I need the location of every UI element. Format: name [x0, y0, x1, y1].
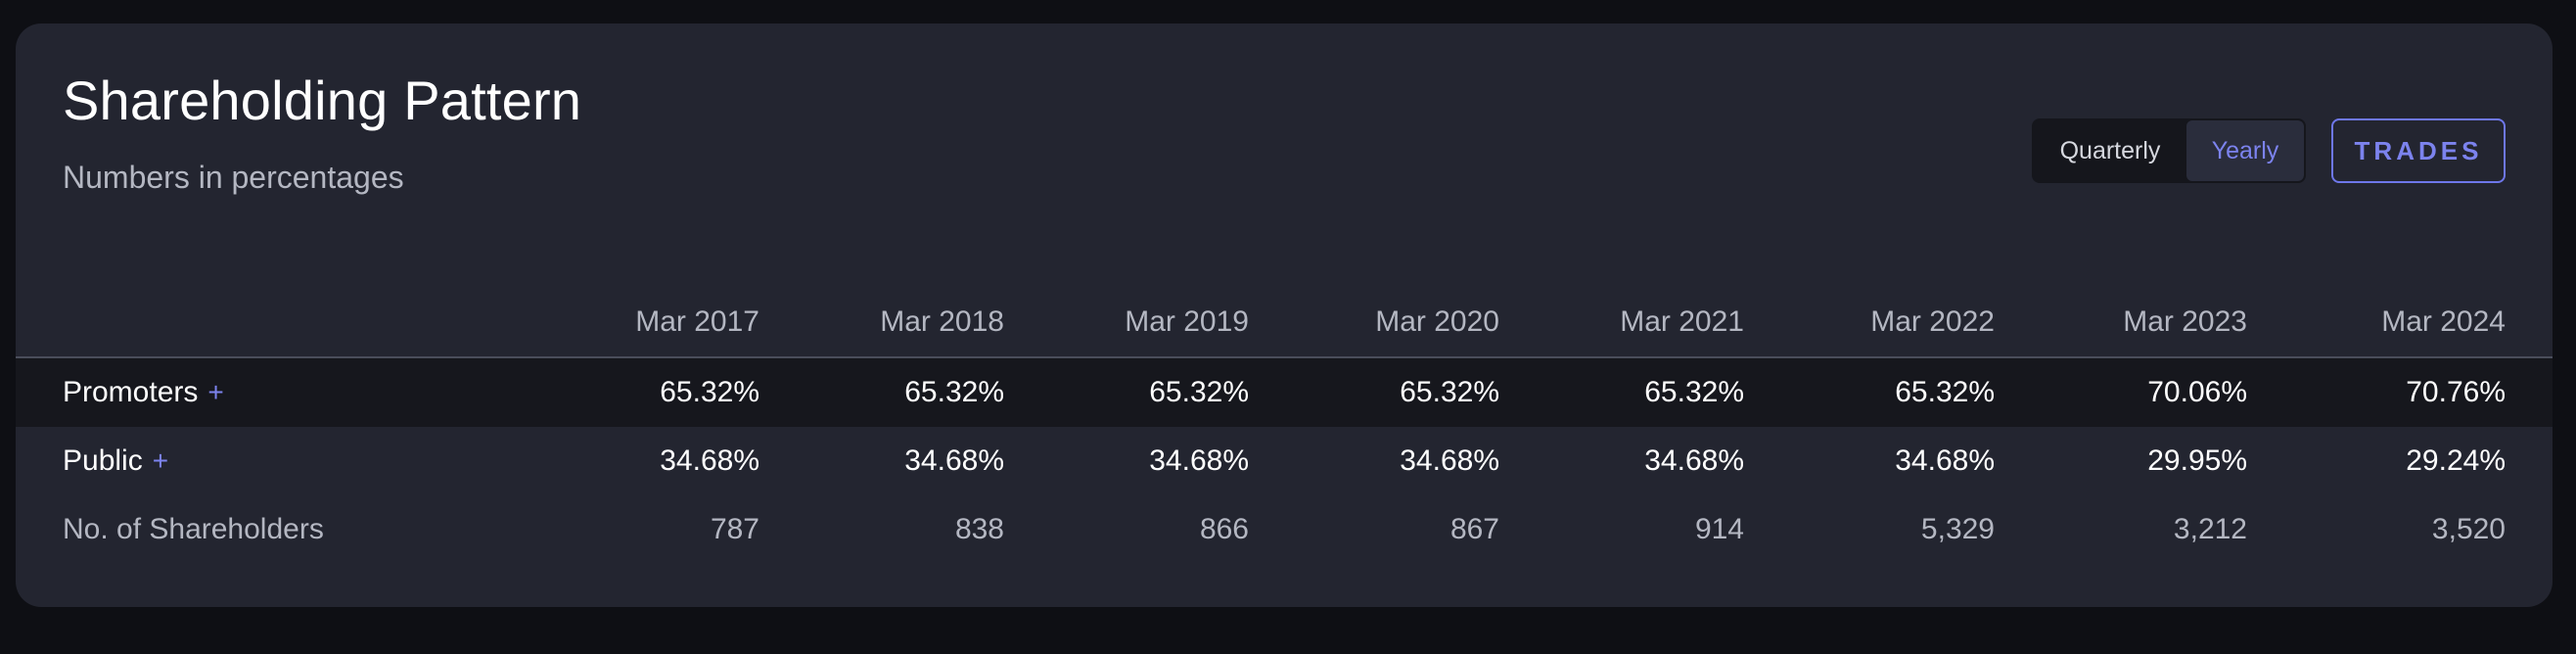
table-cell: 34.68% [660, 444, 759, 477]
table-cell: 65.32% [1895, 376, 1995, 408]
page-subtitle: Numbers in percentages [63, 160, 404, 195]
table-cell: 70.76% [2406, 376, 2506, 408]
table-cell: 65.32% [1149, 376, 1249, 408]
table-cell: 34.68% [1149, 444, 1249, 477]
row-label-text: No. of Shareholders [63, 513, 324, 545]
table-cell: 34.68% [1400, 444, 1499, 477]
table-header-row: Mar 2017 Mar 2018 Mar 2019 Mar 2020 Mar … [16, 278, 2553, 358]
column-header: Mar 2023 [2123, 305, 2247, 338]
table-cell: 3,520 [2431, 513, 2506, 545]
table-cell: 34.68% [1895, 444, 1995, 477]
table-row-public[interactable]: Public + 34.68% 34.68% 34.68% 34.68% 34.… [16, 427, 2553, 495]
table-cell: 5,329 [1920, 513, 1995, 545]
column-header: Mar 2019 [1125, 305, 1249, 338]
column-header: Mar 2024 [2381, 305, 2506, 338]
table-cell: 838 [954, 513, 1004, 545]
table-cell: 65.32% [1644, 376, 1744, 408]
table-cell: 866 [1199, 513, 1249, 545]
row-label: Promoters + [63, 358, 224, 427]
shareholding-table: Mar 2017 Mar 2018 Mar 2019 Mar 2020 Mar … [16, 278, 2553, 564]
table-cell: 29.95% [2147, 444, 2247, 477]
table-cell: 34.68% [1644, 444, 1744, 477]
column-header: Mar 2021 [1620, 305, 1744, 338]
table-cell: 70.06% [2147, 376, 2247, 408]
toggle-yearly[interactable]: Yearly [2186, 120, 2304, 181]
table-cell: 3,212 [2173, 513, 2247, 545]
shareholding-card: Shareholding Pattern Numbers in percenta… [16, 23, 2553, 607]
table-cell: 65.32% [904, 376, 1004, 408]
table-cell: 787 [710, 513, 759, 545]
column-header: Mar 2022 [1870, 305, 1995, 338]
table-row-shareholders: No. of Shareholders 787 838 866 867 914 … [16, 495, 2553, 564]
table-cell: 914 [1694, 513, 1744, 545]
table-cell: 65.32% [660, 376, 759, 408]
trades-button[interactable]: TRADES [2331, 118, 2506, 183]
expand-plus-icon[interactable]: + [207, 377, 224, 407]
toggle-quarterly[interactable]: Quarterly [2059, 136, 2161, 164]
column-header: Mar 2018 [880, 305, 1004, 338]
row-label: Public + [63, 427, 168, 495]
expand-plus-icon[interactable]: + [152, 445, 169, 476]
page-title: Shareholding Pattern [63, 70, 582, 131]
row-label-text: Promoters [63, 376, 199, 408]
table-row-promoters[interactable]: Promoters + 65.32% 65.32% 65.32% 65.32% … [16, 358, 2553, 427]
column-header: Mar 2017 [635, 305, 759, 338]
table-cell: 867 [1449, 513, 1499, 545]
row-label-text: Public [63, 444, 143, 477]
period-toggle: Quarterly Yearly [2032, 118, 2306, 183]
table-cell: 34.68% [904, 444, 1004, 477]
row-label: No. of Shareholders [63, 495, 324, 564]
table-cell: 29.24% [2406, 444, 2506, 477]
table-cell: 65.32% [1400, 376, 1499, 408]
column-header: Mar 2020 [1375, 305, 1499, 338]
